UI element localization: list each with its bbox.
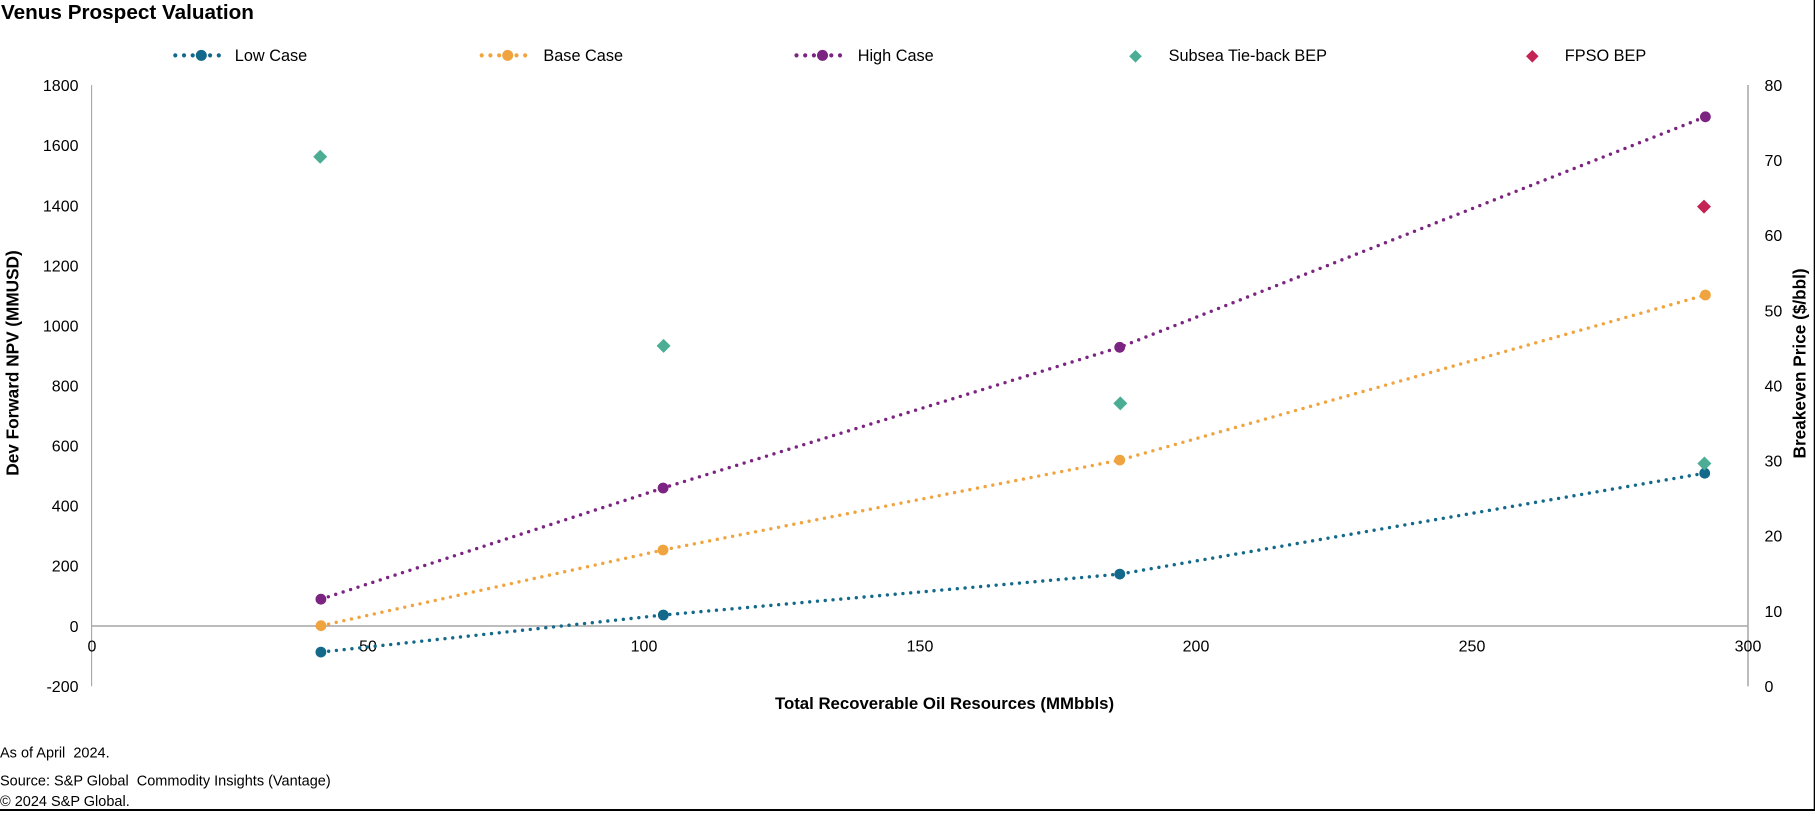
svg-text:30: 30 (1765, 454, 1783, 471)
svg-text:20: 20 (1765, 529, 1783, 546)
svg-text:Dev Forward NPV (MMUSD): Dev Forward NPV (MMUSD) (3, 250, 23, 475)
svg-text:60: 60 (1765, 228, 1783, 245)
svg-text:400: 400 (52, 499, 79, 516)
svg-text:80: 80 (1765, 78, 1783, 95)
svg-text:10: 10 (1765, 604, 1783, 621)
svg-text:1800: 1800 (43, 78, 79, 95)
svg-text:250: 250 (1459, 639, 1486, 656)
svg-text:1600: 1600 (43, 138, 79, 155)
svg-text:150: 150 (907, 639, 934, 656)
svg-text:High Case: High Case (858, 47, 934, 65)
svg-text:0: 0 (70, 619, 79, 636)
svg-text:Total Recoverable Oil Resource: Total Recoverable Oil Resources (MMbbls) (775, 694, 1114, 713)
svg-text:600: 600 (52, 439, 79, 456)
svg-text:1000: 1000 (43, 318, 79, 335)
svg-text:Breakeven Price ($/bbl): Breakeven Price ($/bbl) (1790, 268, 1810, 458)
svg-text:-200: -200 (46, 679, 78, 696)
svg-text:1200: 1200 (43, 258, 79, 275)
svg-text:1400: 1400 (43, 198, 79, 215)
svg-text:0: 0 (88, 639, 97, 656)
svg-text:50: 50 (1765, 303, 1783, 320)
svg-text:40: 40 (1765, 378, 1783, 395)
svg-text:Base Case: Base Case (543, 47, 623, 65)
svg-text:As of April 2024.: As of April 2024. (0, 746, 110, 762)
svg-text:Venus Prospect Valuation: Venus Prospect Valuation (1, 1, 254, 24)
svg-text:100: 100 (631, 639, 658, 656)
svg-text:Source: S&P Global Commodity: Source: S&P Global Commodity Insights (V… (0, 773, 331, 789)
svg-text:© 2024 S&P Global.: © 2024 S&P Global. (0, 794, 130, 810)
svg-text:0: 0 (1765, 679, 1774, 696)
svg-text:70: 70 (1765, 153, 1783, 170)
svg-text:300: 300 (1735, 639, 1762, 656)
svg-text:Low Case: Low Case (235, 47, 307, 65)
svg-text:FPSO BEP: FPSO BEP (1565, 47, 1646, 65)
svg-text:800: 800 (52, 379, 79, 396)
svg-text:200: 200 (52, 559, 79, 576)
svg-text:Subsea Tie-back BEP: Subsea Tie-back BEP (1169, 47, 1327, 65)
svg-text:200: 200 (1183, 639, 1210, 656)
